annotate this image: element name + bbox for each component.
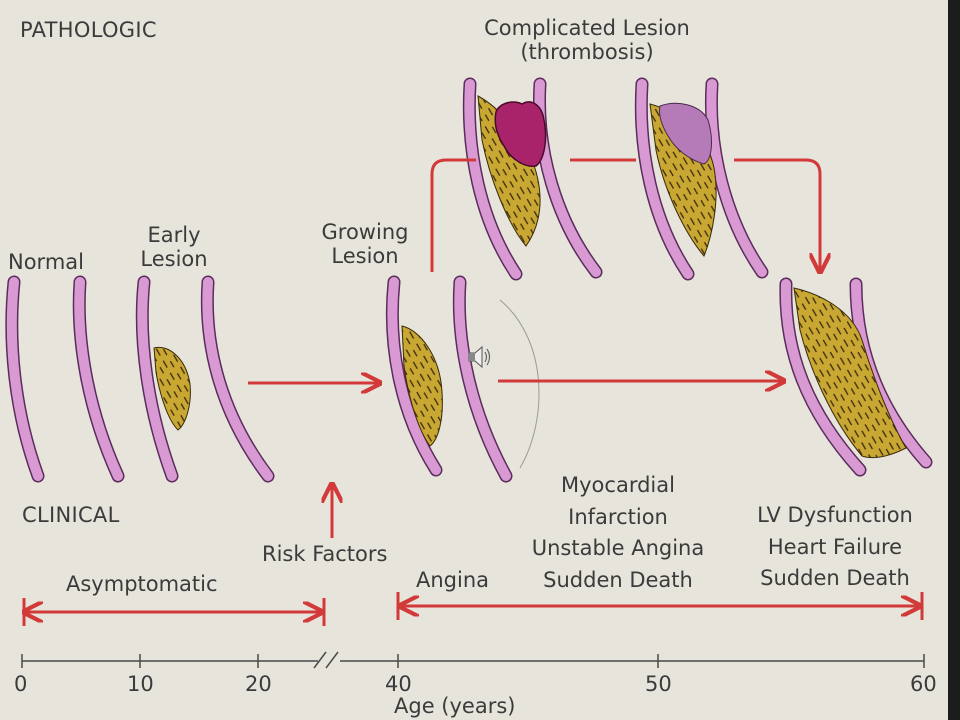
sudden-death-line-1: Sudden Death — [543, 567, 693, 592]
stage-complicated-label: Complicated Lesion (thrombosis) — [462, 16, 712, 64]
organizing-thrombus — [659, 102, 712, 165]
clinical-heading: CLINICAL — [22, 503, 120, 527]
complicated-lesion-vessel-1 — [462, 77, 603, 281]
chronic-events-label: LV Dysfunction Heart Failure Sudden Deat… — [740, 500, 930, 595]
asymptomatic-label: Asymptomatic — [66, 572, 218, 596]
axis-tick-40: 40 — [385, 672, 412, 696]
axis-tick-0: 0 — [14, 672, 28, 696]
unstable-angina-line: Unstable Angina — [531, 536, 705, 560]
risk-factors-label: Risk Factors — [262, 542, 388, 566]
speaker-icon[interactable] — [466, 342, 494, 372]
stage-early-line2: Lesion — [140, 247, 208, 272]
axis-tick-60: 60 — [910, 672, 937, 696]
stage-normal-label: Normal — [8, 250, 84, 274]
infarction-line: Infarction — [568, 504, 668, 529]
axis-tick-10: 10 — [127, 672, 154, 696]
progression-arrows — [24, 158, 924, 626]
stage-growing-line1: Growing — [321, 220, 409, 244]
axis-tick-20: 20 — [245, 672, 272, 696]
complicated-lesion-vessel-2 — [634, 77, 769, 281]
slide-edge — [948, 0, 960, 720]
pathologic-heading: PATHOLOGIC — [20, 18, 157, 42]
axis-tick-50: 50 — [645, 672, 672, 696]
stage-early-label: Early Lesion — [128, 223, 220, 271]
stage-growing-label: Growing Lesion — [310, 220, 420, 268]
axis-title: Age (years) — [394, 694, 516, 718]
final-lesion-vessel — [779, 277, 933, 477]
stage-complicated-line2: (thrombosis) — [520, 40, 654, 65]
arrow-to-complicated — [430, 158, 476, 272]
early-lesion-vessel — [135, 275, 275, 483]
normal-vessel — [5, 275, 125, 483]
myocardial-line: Myocardial — [561, 473, 675, 497]
heart-failure-line: Heart Failure — [767, 534, 903, 559]
stage-complicated-line1: Complicated Lesion — [484, 16, 690, 40]
acute-events-label: Myocardial Infarction Unstable Angina Su… — [518, 470, 718, 596]
stage-growing-line2: Lesion — [331, 244, 399, 269]
angina-label: Angina — [416, 568, 490, 592]
growing-lesion-vessel — [385, 275, 540, 483]
thrombus — [494, 101, 547, 167]
stage-early-line1: Early — [147, 223, 201, 247]
age-axis — [21, 651, 925, 669]
lv-dysfunction-line: LV Dysfunction — [757, 503, 913, 527]
sudden-death-line-2: Sudden Death — [760, 566, 910, 590]
arrow-complicated-to-final — [734, 158, 820, 272]
